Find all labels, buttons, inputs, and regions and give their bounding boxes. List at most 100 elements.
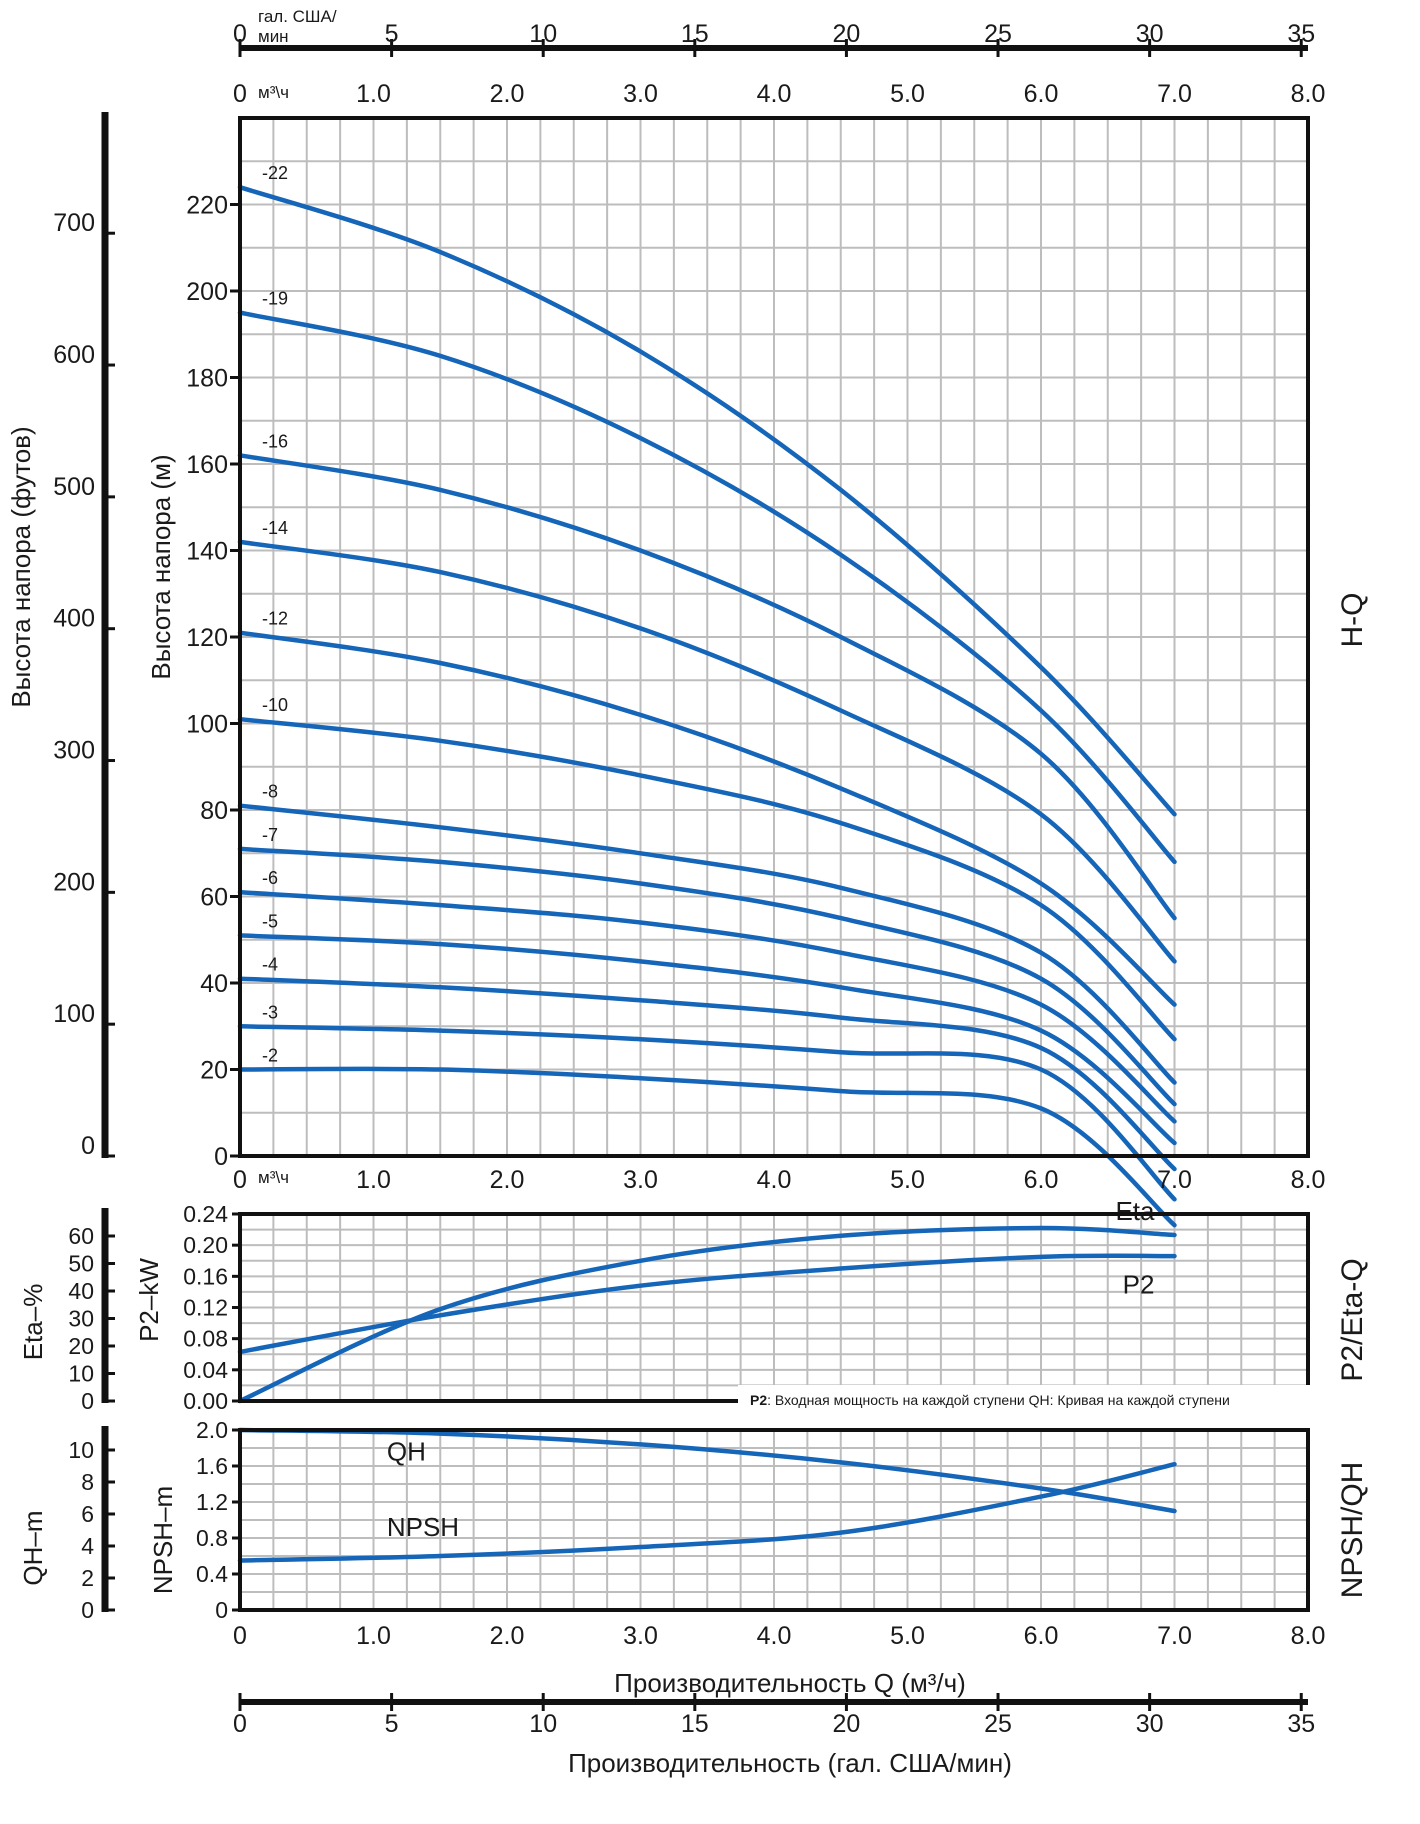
- npsh-side-title: NPSH/QH: [1336, 1462, 1369, 1599]
- eta-ytick-20: 20: [68, 1333, 94, 1359]
- bottom-gpm-tick-20: 20: [833, 1710, 861, 1738]
- plot-frame-2: [238, 1428, 1310, 1612]
- hq-xtick-0: 0: [233, 1166, 247, 1194]
- top-m3h-tick-7.0: 7.0: [1157, 80, 1192, 108]
- hq-xtick-5.0: 5.0: [890, 1166, 925, 1194]
- top-m3h-unit-label: м³\ч: [258, 83, 289, 102]
- hq-side-title: H-Q: [1336, 593, 1369, 648]
- hq-ytick-ft-400: 400: [53, 605, 95, 633]
- hq-curve-label-stage-16: -16: [262, 431, 288, 451]
- hq-x-unit-label: м³\ч: [258, 1168, 289, 1187]
- hq-curve-stage-16: [237, 453, 1177, 921]
- hq-ytick-m-120: 120: [186, 624, 228, 652]
- hq-ytick-ft-100: 100: [53, 1000, 95, 1028]
- power-note-bold: P2: [750, 1392, 767, 1408]
- power-note: P2: Входная мощность на каждой ступени Q…: [738, 1385, 1313, 1415]
- hq-ytick-m-100: 100: [186, 711, 228, 739]
- npsh-curve: [237, 1461, 1177, 1563]
- top-m3h-tick-8.0: 8.0: [1291, 80, 1326, 108]
- hq-ytick-m-160: 160: [186, 451, 228, 479]
- hq-ytick-ft-200: 200: [53, 868, 95, 896]
- hq-curve-label-stage-3: -3: [262, 1002, 278, 1022]
- npsh-ytick-0: 0: [215, 1597, 228, 1623]
- hq-curve-stage-7: [237, 846, 1177, 1107]
- qh-ytick-4: 4: [81, 1533, 94, 1559]
- top-gpm-tick-10: 10: [529, 20, 557, 48]
- hq-curve-stage-3: [237, 1024, 1177, 1202]
- eta-ytick-10: 10: [68, 1361, 94, 1387]
- npsh-xtick-5.0: 5.0: [890, 1622, 925, 1650]
- hq-curve-label-stage-14: -14: [262, 518, 288, 538]
- hq-curve-stage-6: [237, 889, 1177, 1124]
- grid-panel-0: [240, 118, 1308, 1156]
- npsh-qh-curves: QH NPSH: [237, 1427, 1177, 1563]
- hq-ytick-m-20: 20: [200, 1057, 228, 1085]
- p2-eta-curves: Eta P2: [237, 1196, 1177, 1404]
- hq-curve-label-stage-19: -19: [262, 289, 288, 309]
- bottom-gpm-tick-10: 10: [529, 1710, 557, 1738]
- npsh-ytick-0.8: 0.8: [196, 1525, 228, 1551]
- qh-ytick-6: 6: [81, 1501, 94, 1527]
- bottom-gpm-tick-0: 0: [233, 1710, 247, 1738]
- npsh-xtick-4.0: 4.0: [757, 1622, 792, 1650]
- npsh-ytick-2.0: 2.0: [196, 1417, 228, 1443]
- hq-ytick-ft-600: 600: [53, 341, 95, 369]
- hq-curve-stage-4: [237, 976, 1177, 1172]
- hq-curve-label-stage-22: -22: [262, 163, 288, 183]
- npsh-xtick-0: 0: [233, 1622, 247, 1650]
- hq-ytick-ft-300: 300: [53, 737, 95, 765]
- npsh-xtick-7.0: 7.0: [1157, 1622, 1192, 1650]
- hq-ytick-ft-700: 700: [53, 209, 95, 237]
- top-m3h-tick-2.0: 2.0: [490, 80, 525, 108]
- top-m3h-tick-6.0: 6.0: [1024, 80, 1059, 108]
- npsh-ytick-1.6: 1.6: [196, 1453, 228, 1479]
- top-gpm-tick-15: 15: [681, 20, 709, 48]
- top-m3h-tick-1.0: 1.0: [356, 80, 391, 108]
- hq-curve-stage-22: [237, 184, 1177, 817]
- p2-ylabel-kw: P2–kW: [134, 1258, 164, 1342]
- eta-ytick-60: 60: [68, 1223, 94, 1249]
- npsh-ylabel-m: NPSH–m: [148, 1486, 178, 1594]
- hq-ytick-m-40: 40: [200, 970, 228, 998]
- top-gpm-unit-label-2: мин: [258, 27, 289, 46]
- hq-curve-label-stage-6: -6: [262, 868, 278, 888]
- hq-ytick-m-200: 200: [186, 278, 228, 306]
- hq-curve-label-stage-7: -7: [262, 825, 278, 845]
- top-gpm-tick-20: 20: [833, 20, 861, 48]
- power-note-text: : Входная мощность на каждой ступени QH:…: [767, 1392, 1230, 1408]
- qh-curve-label: QH: [387, 1437, 426, 1467]
- npsh-xtick-6.0: 6.0: [1024, 1622, 1059, 1650]
- hq-curve-stage-19: [237, 310, 1177, 865]
- top-m3h-tick-0: 0: [233, 80, 247, 108]
- qh-ytick-2: 2: [81, 1565, 94, 1591]
- top-m3h-tick-3.0: 3.0: [623, 80, 658, 108]
- bottom-gpm-tick-25: 25: [984, 1710, 1012, 1738]
- npsh-xtick-8.0: 8.0: [1291, 1622, 1326, 1650]
- top-gpm-unit-label: гал. США/: [258, 7, 337, 26]
- eta-ytick-0: 0: [81, 1388, 94, 1414]
- bottom-gpm-tick-30: 30: [1136, 1710, 1164, 1738]
- qh-ytick-0: 0: [81, 1597, 94, 1623]
- hq-ytick-m-140: 140: [186, 538, 228, 566]
- hq-curve-stage-2: [237, 1066, 1177, 1228]
- hq-curve-label-stage-4: -4: [262, 955, 278, 975]
- npsh-ylabel-qh: QH–m: [18, 1510, 48, 1585]
- qh-curve: [237, 1427, 1177, 1514]
- hq-ytick-m-60: 60: [200, 884, 228, 912]
- qh-ytick-8: 8: [81, 1469, 94, 1495]
- qh-ytick-10: 10: [68, 1437, 94, 1463]
- x-axis-title-gpm: Производительность (гал. США/мин): [568, 1748, 1012, 1778]
- npsh-ytick-1.2: 1.2: [196, 1489, 228, 1515]
- npsh-xtick-3.0: 3.0: [623, 1622, 658, 1650]
- top-gpm-tick-30: 30: [1136, 20, 1164, 48]
- p2-ytick-0.20: 0.20: [183, 1232, 228, 1258]
- hq-curve-stage-14: [237, 539, 1177, 964]
- hq-curve-label-stage-12: -12: [262, 609, 288, 629]
- hq-curve-label-stage-10: -10: [262, 695, 288, 715]
- bottom-gpm-tick-15: 15: [681, 1710, 709, 1738]
- npsh-xtick-2.0: 2.0: [490, 1622, 525, 1650]
- hq-xtick-4.0: 4.0: [757, 1166, 792, 1194]
- top-gpm-tick-35: 35: [1287, 20, 1315, 48]
- p2-curve: [237, 1253, 1177, 1355]
